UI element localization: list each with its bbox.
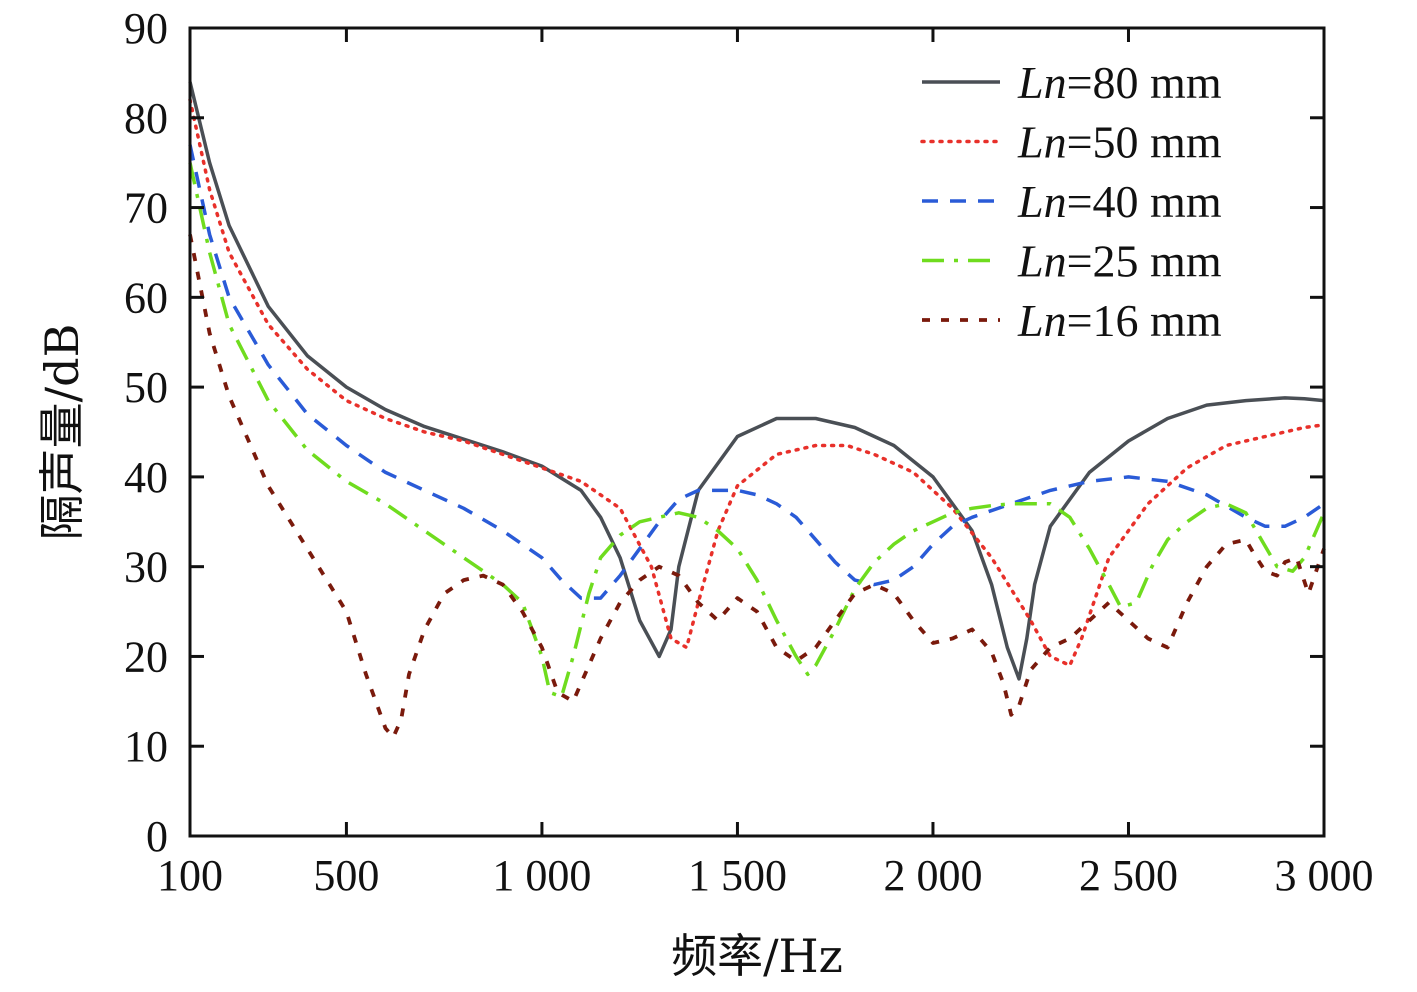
series-line-2 xyxy=(188,98,1326,668)
y-tick-label: 80 xyxy=(124,94,168,143)
series-layer xyxy=(188,81,1326,740)
series-line-3 xyxy=(188,144,1325,600)
series-line-1 xyxy=(188,81,1325,681)
legend: Ln=80 mm Ln=50 mm Ln=40 mm Ln=25 mm Ln=16 mm xyxy=(920,57,1222,346)
legend-label-1: Ln=80 mm xyxy=(1017,57,1222,108)
y-tick-label: 20 xyxy=(124,632,168,681)
x-tick-label: 2 000 xyxy=(883,851,982,900)
x-tick-label: 500 xyxy=(313,851,379,900)
y-tick-labels: 0 10 20 30 40 50 60 70 80 90 xyxy=(124,4,168,861)
x-axis-title: 频率/Hz xyxy=(671,929,843,983)
x-tick-label: 1 500 xyxy=(688,851,787,900)
y-tick-label: 70 xyxy=(124,184,168,233)
y-tick-label: 10 xyxy=(124,722,168,771)
y-tick-label: 40 xyxy=(124,453,168,502)
legend-label-3: Ln=40 mm xyxy=(1017,176,1222,227)
y-tick-label: 60 xyxy=(124,273,168,322)
x-tick-label: 1 000 xyxy=(492,851,591,900)
y-tick-label: 50 xyxy=(124,363,168,412)
ticks-layer xyxy=(188,26,1326,838)
x-tick-labels: 100 500 1 000 1 500 2 000 2 500 3 000 xyxy=(157,851,1374,900)
x-tick-label: 100 xyxy=(157,851,223,900)
y-tick-label: 0 xyxy=(146,812,168,861)
legend-label-2: Ln=50 mm xyxy=(1017,117,1222,168)
x-tick-label: 3 000 xyxy=(1275,851,1374,900)
legend-label-5: Ln=16 mm xyxy=(1017,295,1222,346)
plot-frame xyxy=(188,26,1326,838)
legend-label-4: Ln=25 mm xyxy=(1017,236,1222,287)
y-tick-label: 90 xyxy=(124,4,168,53)
y-axis-title: 隔声量/dB xyxy=(35,324,89,541)
series-line-4 xyxy=(188,162,1326,699)
series-line-5 xyxy=(188,234,1326,740)
x-tick-label: 2 500 xyxy=(1079,851,1178,900)
y-tick-label: 30 xyxy=(124,543,168,592)
